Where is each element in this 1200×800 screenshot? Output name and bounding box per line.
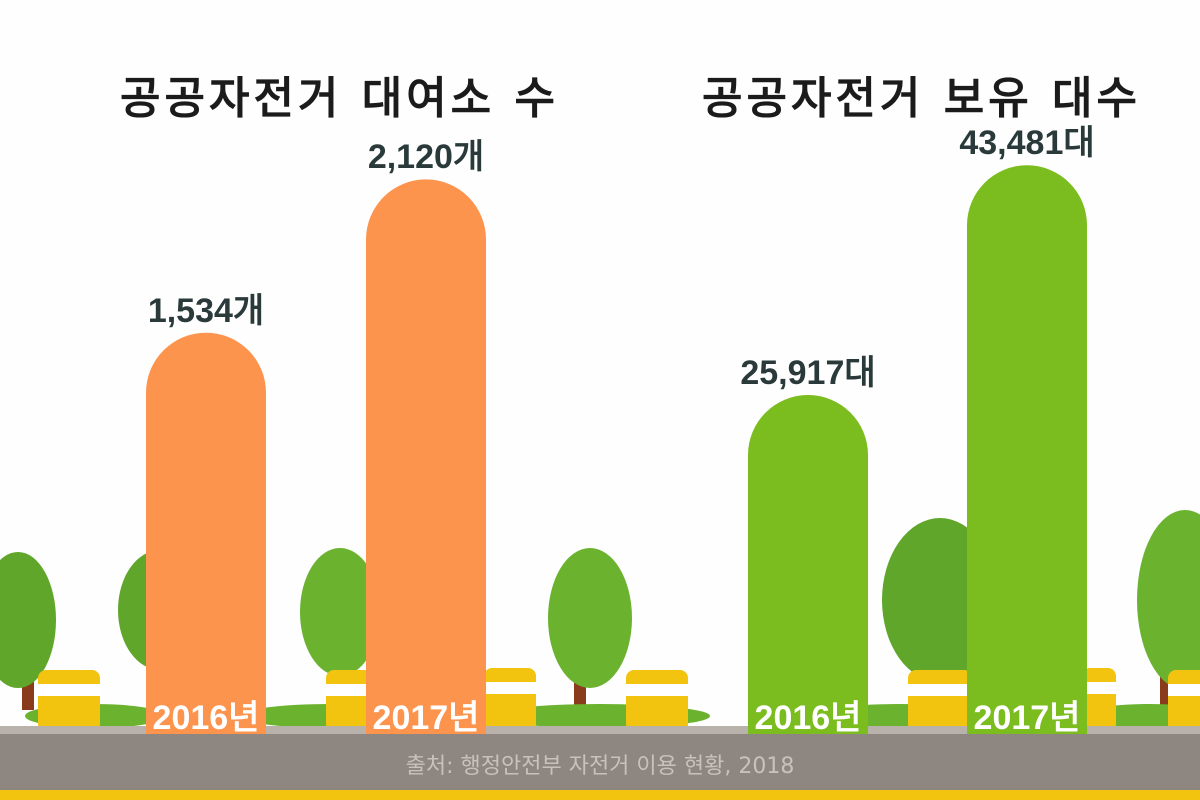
- bar-value-label: 2,120개: [367, 138, 485, 177]
- road-barrier: [326, 670, 372, 732]
- tree: [548, 548, 632, 710]
- chart-title-rental-stations: 공공자전거 대여소 수: [120, 73, 559, 124]
- road-barrier: [484, 668, 536, 732]
- bar-chart2-2: [967, 165, 1087, 734]
- bar-value-label: 25,917대: [740, 354, 876, 392]
- sidewalk: [0, 726, 1200, 736]
- bar-category-label: 2016년: [754, 699, 862, 737]
- chart-title-bicycles-owned: 공공자전거 보유 대수: [702, 73, 1141, 124]
- bar-value-label: 1,534개: [147, 291, 265, 330]
- bar-chart1-1: [146, 332, 266, 734]
- source-note: 출처: 행정안전부 자전거 이용 현황, 2018: [405, 754, 795, 779]
- bar-category-label: 2017년: [372, 699, 480, 737]
- bar-value-label: 43,481대: [959, 124, 1095, 163]
- road-barrier: [626, 670, 688, 732]
- bar-chart1-2: [366, 179, 487, 734]
- bar-chart2-1: [748, 395, 868, 734]
- road-barrier: [1082, 668, 1116, 732]
- bar-category-label: 2017년: [973, 699, 1081, 737]
- road-barrier: [908, 670, 972, 732]
- road-line: [0, 790, 1200, 800]
- road-barrier: [1168, 670, 1200, 732]
- bar-category-label: 2016년: [152, 699, 260, 737]
- road-barrier-row: [38, 668, 1200, 732]
- tree: [0, 552, 56, 710]
- road: [0, 734, 1200, 800]
- road-barrier: [38, 670, 100, 732]
